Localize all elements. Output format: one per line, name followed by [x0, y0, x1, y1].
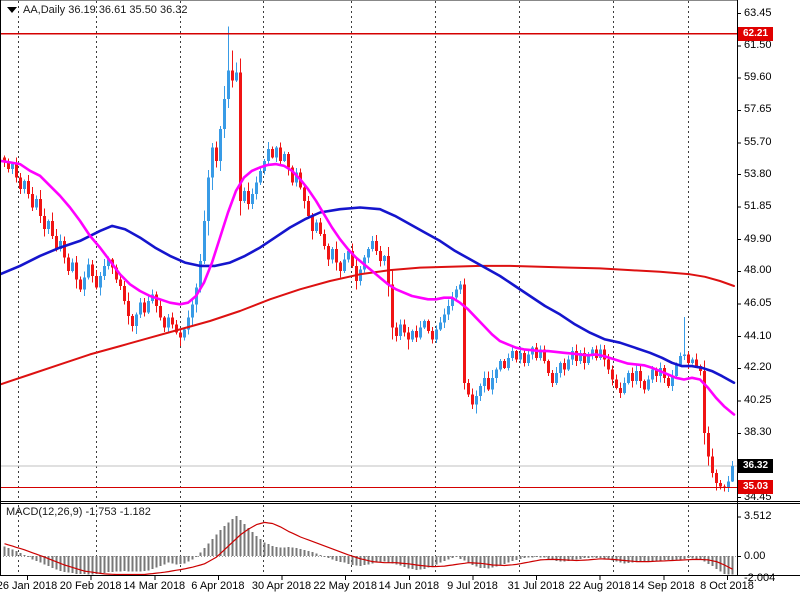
macd-axis-label: 0.00 [744, 549, 766, 562]
date-axis-label: 30 Apr 2018 [251, 580, 312, 592]
chart-shift-triangle-icon[interactable] [7, 7, 17, 13]
date-axis-label: 22 May 2018 [313, 580, 377, 592]
date-axis-label: 6 Apr 2018 [191, 580, 245, 592]
price-axis-label: 59.60 [744, 70, 772, 83]
date-axis-label: 9 Jul 2018 [447, 580, 498, 592]
price-level-badge-35-03: 35.03 [738, 480, 774, 495]
price-axis-label: 42.20 [744, 361, 772, 374]
indicator-label: MACD(12,26,9) -1.753 -1.182 [6, 506, 151, 518]
price-axis-label: 57.65 [744, 103, 772, 116]
date-axis-label: 26 Jan 2018 [0, 580, 58, 592]
macd-axis-label: -2.004 [744, 571, 776, 584]
price-level-badge-62-21: 62.21 [738, 26, 774, 41]
price-axis-label: 51.85 [744, 200, 772, 213]
price-axis-label: 61.50 [744, 39, 772, 52]
price-axis-label: 38.30 [744, 426, 772, 439]
price-axis-label: 44.10 [744, 329, 772, 342]
price-axis-label: 48.00 [744, 264, 772, 277]
date-axis-label: 14 Sep 2018 [632, 580, 695, 592]
date-axis-label: 20 Feb 2018 [59, 580, 122, 592]
price-axis-label: 53.80 [744, 167, 772, 180]
date-axis-label: 31 Jul 2018 [507, 580, 565, 592]
price-axis-label: 49.90 [744, 232, 772, 245]
date-axis-label: 8 Oct 2018 [700, 580, 754, 592]
price-axis-label: 63.45 [744, 6, 772, 19]
price-axis-label: 40.25 [744, 393, 772, 406]
chart-title: AA,Daily 36.19 36.61 35.50 36.32 [23, 4, 188, 16]
current-price-badge: 36.32 [738, 458, 774, 473]
date-axis-label: 14 Jun 2018 [378, 580, 440, 592]
price-axis-label: 46.05 [744, 297, 772, 309]
price-axis-label: 55.70 [744, 135, 772, 148]
date-axis-label: 22 Aug 2018 [568, 580, 631, 592]
macd-axis-label: 3.512 [744, 510, 772, 523]
date-axis-label: 14 Mar 2018 [123, 580, 186, 592]
